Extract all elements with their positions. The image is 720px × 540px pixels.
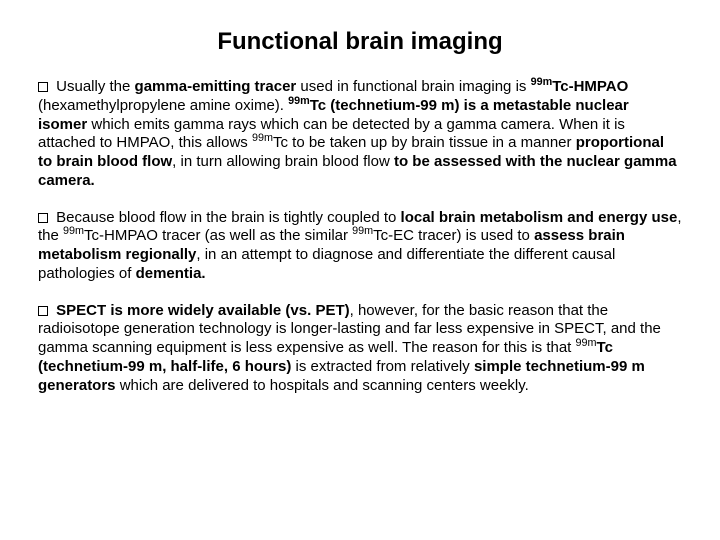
paragraph-1: Usually the gamma-emitting tracer used i… — [38, 78, 682, 191]
square-bullet-icon — [38, 306, 48, 316]
square-bullet-icon — [38, 213, 48, 223]
paragraph-1-text: Usually the gamma-emitting tracer used i… — [38, 78, 677, 189]
page-title: Functional brain imaging — [38, 28, 682, 56]
paragraph-2: Because blood flow in the brain is tight… — [38, 209, 682, 284]
paragraph-3: SPECT is more widely available (vs. PET)… — [38, 302, 682, 396]
square-bullet-icon — [38, 82, 48, 92]
paragraph-3-text: SPECT is more widely available (vs. PET)… — [38, 302, 661, 394]
paragraph-2-text: Because blood flow in the brain is tight… — [38, 209, 681, 282]
slide-page: Functional brain imaging Usually the gam… — [0, 0, 720, 540]
